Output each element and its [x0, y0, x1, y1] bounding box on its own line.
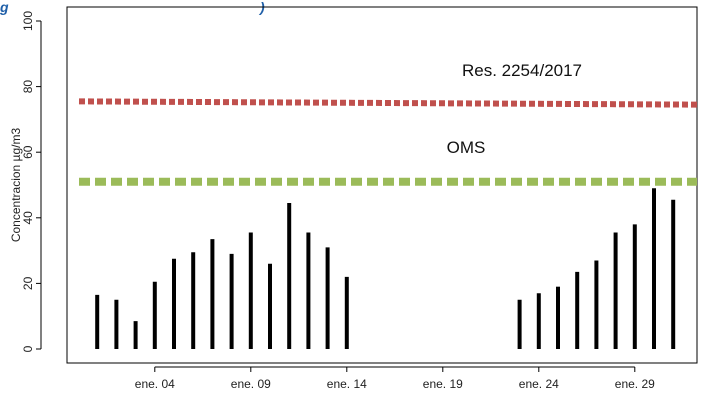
- y-tick-label: 0: [21, 345, 35, 352]
- reference-line: [78, 98, 698, 108]
- y-axis-title: Concentracion µg/m3: [9, 128, 23, 243]
- chart-title-fragment: g: [0, 0, 9, 15]
- x-tick-label: ene. 19: [423, 377, 463, 391]
- y-tick-label: 40: [21, 211, 35, 225]
- reference-lines: Res. 2254/2017 OMS: [78, 61, 698, 186]
- x-tick-label: ene. 24: [519, 377, 559, 391]
- reference-line-label: OMS: [447, 138, 486, 157]
- x-axis: ene. 04 ene. 09 ene. 14 ene. 19 ene. 24 ene. …: [135, 366, 655, 391]
- x-tick-label: ene. 04: [135, 377, 175, 391]
- bars: [95, 188, 676, 349]
- x-tick-label: ene. 09: [231, 377, 271, 391]
- x-tick-label: ene. 29: [615, 377, 655, 391]
- y-tick-label: 100: [21, 11, 35, 31]
- y-tick-label: 20: [21, 276, 35, 290]
- y-tick-label: 80: [21, 80, 35, 94]
- y-axis: 0 20 40 60 80 100: [21, 11, 42, 352]
- y-tick-label: 60: [21, 145, 35, 159]
- reference-line-label: Res. 2254/2017: [462, 61, 582, 80]
- x-tick-label: ene. 14: [327, 377, 367, 391]
